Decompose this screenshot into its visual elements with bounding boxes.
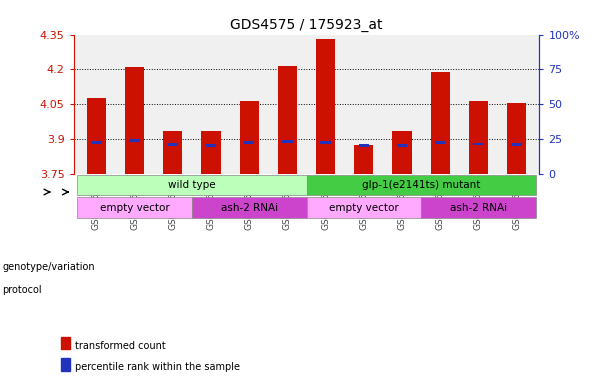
Bar (469, 101, 488, 174)
Bar (129, 139, 140, 142)
Text: ash-2 RNAi: ash-2 RNAi (450, 203, 507, 213)
Text: empty vector: empty vector (329, 203, 398, 213)
Text: glp-1(e2141ts) mutant: glp-1(e2141ts) mutant (362, 180, 480, 190)
Bar (507, 103, 526, 174)
Title: GDS4575 / 175923_at: GDS4575 / 175923_at (230, 18, 383, 32)
FancyBboxPatch shape (77, 175, 306, 195)
Text: percentile rank within the sample: percentile rank within the sample (75, 362, 240, 372)
Text: ash-2 RNAi: ash-2 RNAi (221, 203, 278, 213)
Bar (163, 131, 183, 174)
Text: wild type: wild type (168, 180, 216, 190)
Bar (206, 144, 216, 147)
Bar (321, 141, 331, 144)
FancyBboxPatch shape (192, 197, 306, 218)
Bar (240, 101, 259, 174)
Bar (278, 66, 297, 174)
Bar (202, 131, 221, 174)
Bar (125, 67, 144, 174)
Bar (354, 145, 373, 174)
Bar (511, 143, 522, 146)
Bar (430, 72, 450, 174)
Text: transformed count: transformed count (75, 341, 166, 351)
Bar (435, 141, 446, 144)
Text: empty vector: empty vector (100, 203, 170, 213)
Bar (167, 143, 178, 146)
Text: protocol: protocol (2, 285, 42, 295)
Bar (316, 39, 335, 174)
FancyBboxPatch shape (77, 197, 192, 218)
Bar (91, 141, 102, 144)
Bar (87, 98, 106, 174)
FancyBboxPatch shape (421, 197, 536, 218)
Bar (359, 144, 369, 147)
Bar (397, 144, 407, 147)
Text: genotype/variation: genotype/variation (2, 262, 95, 272)
FancyBboxPatch shape (306, 175, 536, 195)
Bar (282, 140, 292, 143)
Bar (244, 141, 254, 144)
Bar (392, 131, 411, 174)
Bar (473, 142, 484, 146)
FancyBboxPatch shape (306, 197, 421, 218)
